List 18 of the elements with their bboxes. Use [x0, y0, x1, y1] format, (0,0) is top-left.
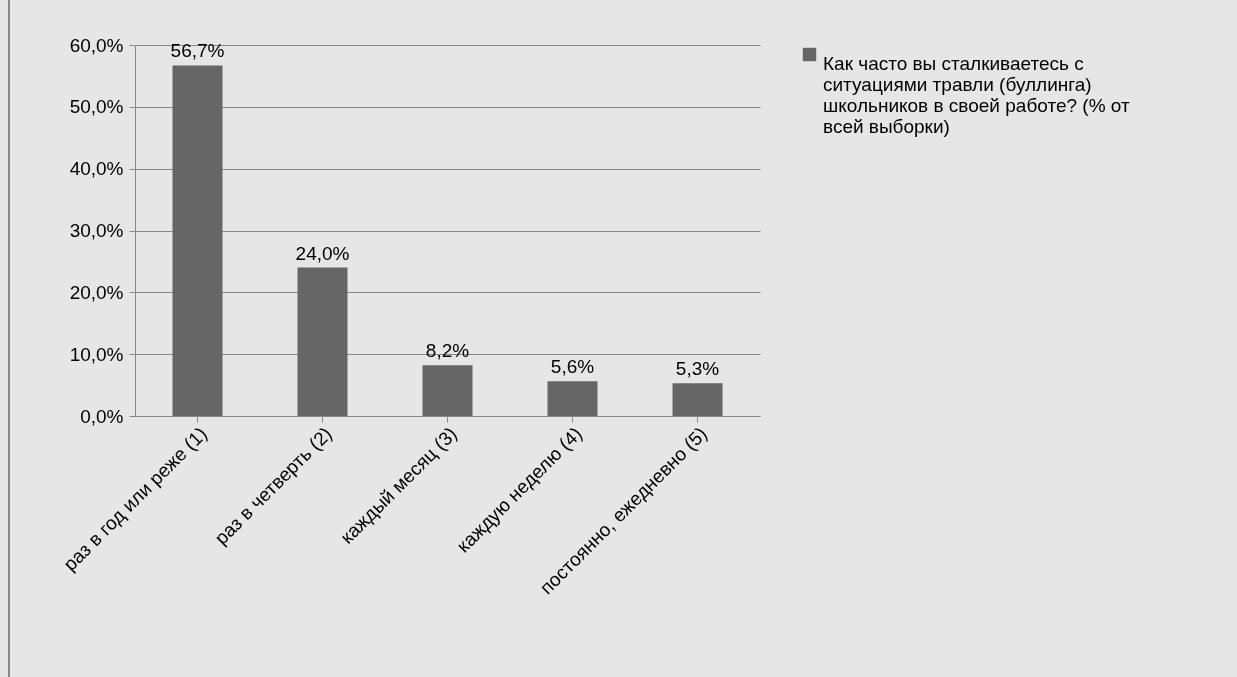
y-tick-label: 20,0% [69, 281, 124, 303]
text: 8,2% [425, 340, 470, 362]
bar [672, 383, 723, 416]
bar [297, 267, 348, 416]
text: 24,0% [295, 242, 350, 264]
legend-label: Как часто вы сталкиваетесь с ситуациями травли (буллинга) школьников в своей работе? (% от всей выборки) [823, 52, 1130, 137]
y-tick-label: 50,0% [69, 96, 124, 118]
text: 5,3% [675, 358, 720, 380]
bar [422, 365, 473, 416]
y-tick-label: 10,0% [69, 343, 124, 365]
y-tick-label: 40,0% [69, 158, 124, 180]
text: 5,6% [550, 356, 595, 378]
bar [547, 381, 598, 416]
y-tick-label: 30,0% [69, 220, 124, 241]
y-tick-label: 60,0% [69, 34, 124, 56]
bar [172, 65, 223, 416]
y-tick-label: 0,0% [80, 405, 124, 427]
text: 56,7% [170, 40, 225, 62]
